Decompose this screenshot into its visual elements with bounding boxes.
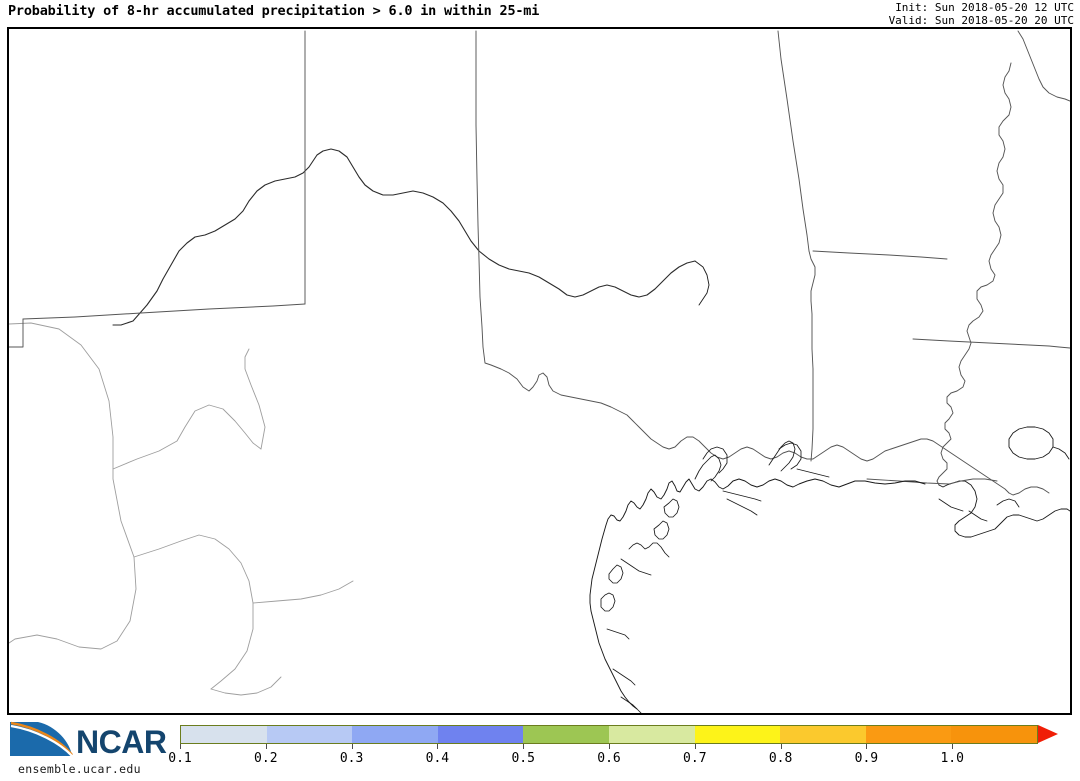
colorbar-tick-6	[694, 744, 696, 749]
colorbar-tick-label-5: 0.6	[597, 751, 621, 766]
ncar-url-label: ensemble.ucar.edu	[18, 762, 141, 776]
oklahoma-arkansas-border	[777, 30, 1050, 496]
colorbar-band-0	[181, 726, 267, 743]
colorbar-tick-label-4: 0.5	[511, 751, 535, 766]
colorbar-band-1	[266, 726, 353, 743]
colorbar-band-8	[865, 726, 952, 743]
colorbar-ticks	[180, 744, 1038, 752]
colorbar-bands	[180, 725, 1038, 744]
map-canvas	[9, 30, 1070, 713]
colorbar-tick-1	[265, 744, 267, 749]
colorbar-tick-label-8: 0.9	[854, 751, 879, 766]
colorbar-tick-2	[351, 744, 353, 749]
mississippi-river-boundary	[936, 62, 1012, 486]
oklahoma-texas-border	[475, 30, 1010, 494]
colorbar-tick-label-2: 0.3	[339, 751, 364, 766]
page-title: Probability of 8-hr accumulated precipit…	[8, 3, 540, 19]
texas-barrier-islands	[600, 446, 762, 713]
mexico-coastline	[694, 260, 710, 306]
map-frame[interactable]	[7, 27, 1072, 715]
louisiana-marsh-detail	[768, 440, 1020, 522]
init-time-label: Init: Sun 2018-05-20 12 UTC	[895, 1, 1074, 14]
gulf-states-borders	[948, 30, 1070, 485]
colorbar-extend-arrow	[1038, 725, 1058, 743]
colorbar-tick-label-7: 0.8	[768, 751, 793, 766]
forecast-timestamps: Init: Sun 2018-05-20 12 UTC Valid: Sun 2…	[888, 1, 1074, 27]
arkansas-louisiana-border	[812, 250, 1050, 485]
colorbar-tick-label-3: 0.4	[425, 751, 450, 766]
gulf-coastline	[589, 478, 926, 710]
rio-grande-border	[112, 148, 696, 326]
texas-new-mexico-border	[9, 30, 306, 348]
ncar-logo[interactable]: NCAR ensemble.ucar.edu	[8, 720, 173, 776]
louisiana-coastline	[938, 426, 1070, 538]
mexico-state-boundaries	[9, 322, 354, 696]
colorbar-tick-9	[952, 744, 954, 749]
footer-bar: NCAR ensemble.ucar.edu 0.1 0.2 0.3 0.4 0.5 0.…	[0, 716, 1080, 781]
ncar-logo-mark: NCAR	[10, 721, 167, 760]
colorbar-tick-3	[437, 744, 439, 749]
colorbar-band-9	[951, 726, 1037, 743]
colorbar-band-2	[352, 726, 438, 743]
colorbar-band-4	[523, 726, 609, 743]
svg-text:NCAR: NCAR	[76, 724, 167, 760]
colorbar-band-6	[694, 726, 781, 743]
colorbar-tick-labels: 0.1 0.2 0.3 0.4 0.5 0.6 0.7 0.8 0.9 1.0	[168, 751, 1038, 771]
colorbar-tick-label-0: 0.1	[168, 751, 192, 766]
colorbar-band-3	[437, 726, 524, 743]
colorbar-tick-5	[609, 744, 610, 749]
colorbar-tick-0	[180, 744, 181, 749]
colorbar-tick-8	[866, 744, 868, 749]
colorbar-tick-label-1: 0.2	[254, 751, 278, 766]
colorbar-tick-7	[780, 744, 782, 749]
colorbar[interactable]: 0.1 0.2 0.3 0.4 0.5 0.6 0.7 0.8 0.9 1.0	[168, 725, 1078, 777]
colorbar-tick-label-6: 0.7	[683, 751, 707, 766]
valid-time-label: Valid: Sun 2018-05-20 20 UTC	[888, 13, 1074, 27]
colorbar-band-5	[608, 726, 695, 743]
colorbar-band-7	[780, 726, 866, 743]
colorbar-tick-label-9: 1.0	[940, 751, 964, 766]
colorbar-tick-4	[523, 744, 525, 749]
